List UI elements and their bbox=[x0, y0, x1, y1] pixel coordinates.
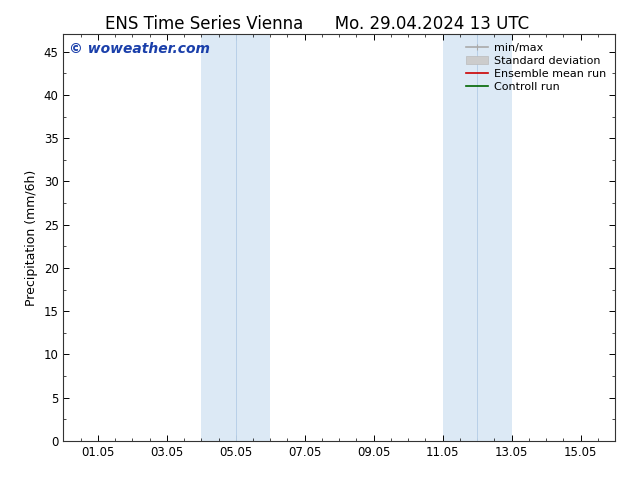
Text: ENS Time Series Vienna      Mo. 29.04.2024 13 UTC: ENS Time Series Vienna Mo. 29.04.2024 13… bbox=[105, 15, 529, 33]
Bar bbox=[443, 34, 512, 441]
Bar bbox=[202, 34, 270, 441]
Text: © woweather.com: © woweather.com bbox=[69, 43, 210, 56]
Y-axis label: Precipitation (mm/6h): Precipitation (mm/6h) bbox=[25, 170, 38, 306]
Legend: min/max, Standard deviation, Ensemble mean run, Controll run: min/max, Standard deviation, Ensemble me… bbox=[463, 40, 609, 95]
